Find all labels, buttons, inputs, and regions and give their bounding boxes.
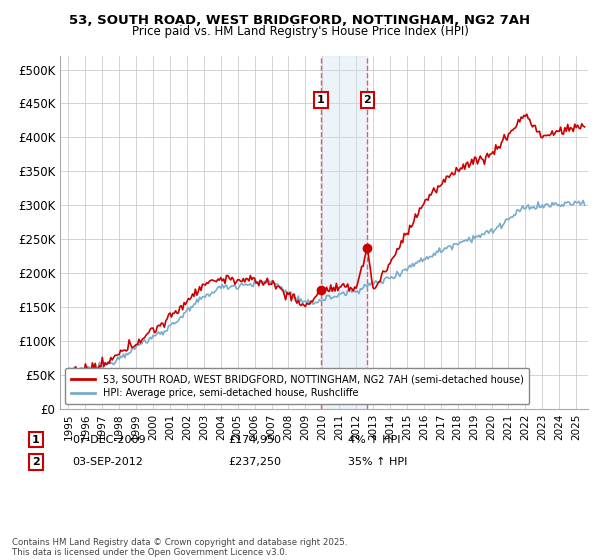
Text: Price paid vs. HM Land Registry's House Price Index (HPI): Price paid vs. HM Land Registry's House …	[131, 25, 469, 38]
Text: 53, SOUTH ROAD, WEST BRIDGFORD, NOTTINGHAM, NG2 7AH: 53, SOUTH ROAD, WEST BRIDGFORD, NOTTINGH…	[70, 14, 530, 27]
Text: 35% ↑ HPI: 35% ↑ HPI	[348, 457, 407, 467]
Text: £174,950: £174,950	[228, 435, 281, 445]
Text: 2: 2	[32, 457, 40, 467]
Text: 07-DEC-2009: 07-DEC-2009	[72, 435, 146, 445]
Text: 03-SEP-2012: 03-SEP-2012	[72, 457, 143, 467]
Text: 4% ↑ HPI: 4% ↑ HPI	[348, 435, 401, 445]
Legend: 53, SOUTH ROAD, WEST BRIDGFORD, NOTTINGHAM, NG2 7AH (semi-detached house), HPI: : 53, SOUTH ROAD, WEST BRIDGFORD, NOTTINGH…	[65, 368, 529, 404]
Text: Contains HM Land Registry data © Crown copyright and database right 2025.
This d: Contains HM Land Registry data © Crown c…	[12, 538, 347, 557]
Text: £237,250: £237,250	[228, 457, 281, 467]
Text: 1: 1	[32, 435, 40, 445]
Bar	[321, 56, 367, 409]
Text: 1: 1	[317, 95, 325, 105]
Text: 2: 2	[364, 95, 371, 105]
